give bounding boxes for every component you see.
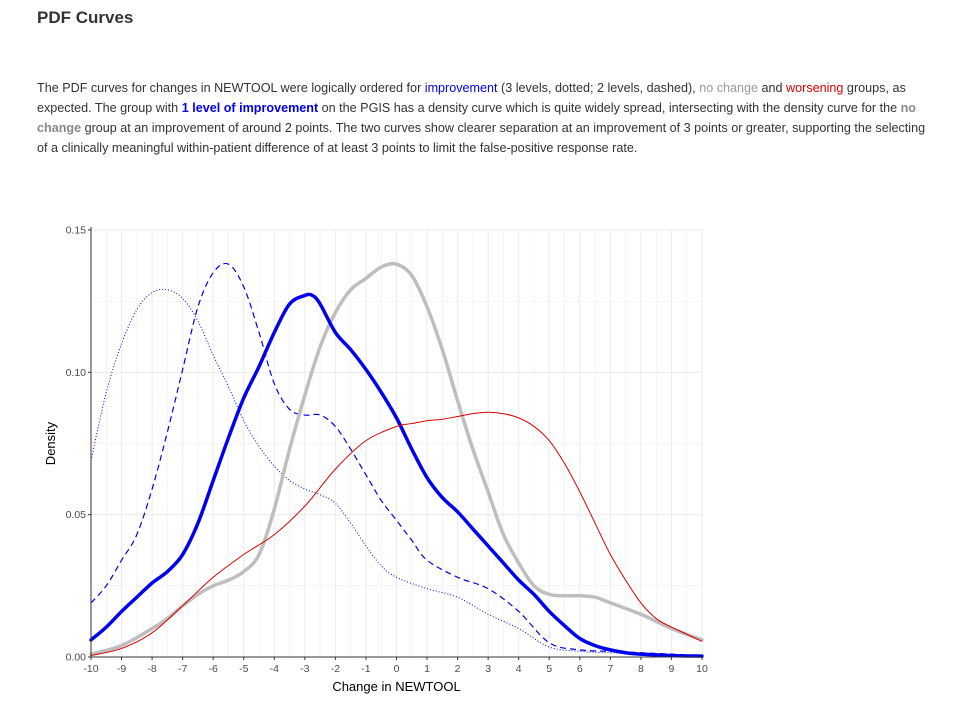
y-tick-label: 0.05 bbox=[66, 509, 87, 521]
x-tick-label: 7 bbox=[607, 663, 613, 675]
y-tick-label: 0.00 bbox=[66, 652, 87, 664]
no-change-bold-label: no change bbox=[37, 101, 916, 135]
description-paragraph: The PDF curves for changes in NEWTOOL we… bbox=[37, 78, 937, 158]
density-curve-dashed-2 bbox=[90, 262, 703, 657]
x-tick-label: -4 bbox=[270, 663, 279, 675]
one-level-improvement-label: 1 level of improvement bbox=[181, 101, 319, 115]
x-tick-label: -10 bbox=[83, 663, 98, 675]
y-axis-title: Density bbox=[43, 421, 58, 465]
x-tick-label: -5 bbox=[239, 663, 248, 675]
x-tick-label: 0 bbox=[394, 663, 400, 675]
x-tick-label: 9 bbox=[669, 663, 675, 675]
x-tick-label: -9 bbox=[117, 663, 126, 675]
x-axis-title: Change in NEWTOOL bbox=[332, 679, 460, 694]
x-tick-label: 3 bbox=[485, 663, 491, 675]
x-tick-label: -7 bbox=[178, 663, 187, 675]
desc-text-4: groups, as expected. The group with bbox=[37, 81, 906, 115]
page-title: PDF Curves bbox=[37, 8, 134, 27]
x-tick-label: 8 bbox=[638, 663, 644, 675]
desc-text-1: The PDF curves for changes in NEWTOOL we… bbox=[37, 81, 425, 95]
x-tick-label: 4 bbox=[516, 663, 522, 675]
y-tick-label: 0.10 bbox=[66, 367, 87, 379]
desc-text-2: (3 levels, dotted; 2 levels, dashed), bbox=[497, 81, 700, 95]
x-tick-label: -8 bbox=[147, 663, 156, 675]
no-change-label: no change bbox=[699, 81, 759, 95]
x-tick-label: -1 bbox=[361, 663, 370, 675]
x-tick-label: -3 bbox=[300, 663, 309, 675]
x-tick-label: 5 bbox=[546, 663, 552, 675]
density-curve-solid-5 bbox=[90, 411, 703, 657]
x-tick-label: 2 bbox=[455, 663, 461, 675]
x-tick-label: 1 bbox=[424, 663, 430, 675]
y-tick-label: 0.15 bbox=[66, 225, 87, 237]
worsening-label: worsening bbox=[786, 81, 844, 95]
desc-text-6: group at an improvement of around 2 poin… bbox=[37, 121, 926, 155]
density-curve-solid-3 bbox=[89, 261, 704, 656]
curves bbox=[89, 261, 704, 658]
grid bbox=[90, 229, 703, 658]
density-curve-solid-4 bbox=[89, 292, 704, 658]
desc-text-3: and bbox=[758, 81, 787, 95]
x-tick-label: 6 bbox=[577, 663, 583, 675]
axes: -10 -9 -8 -7 -6 -5 -4 -3 -2 -1 0 1 2 3 4 5 6 7 8 9 100.000.0… bbox=[66, 225, 708, 676]
improvement-label: improvement bbox=[424, 81, 498, 95]
desc-text-5: on the PGIS has a density curve which is… bbox=[318, 101, 901, 115]
x-tick-label: -2 bbox=[331, 663, 340, 675]
x-tick-label: 10 bbox=[696, 663, 708, 675]
x-tick-label: -6 bbox=[209, 663, 218, 675]
